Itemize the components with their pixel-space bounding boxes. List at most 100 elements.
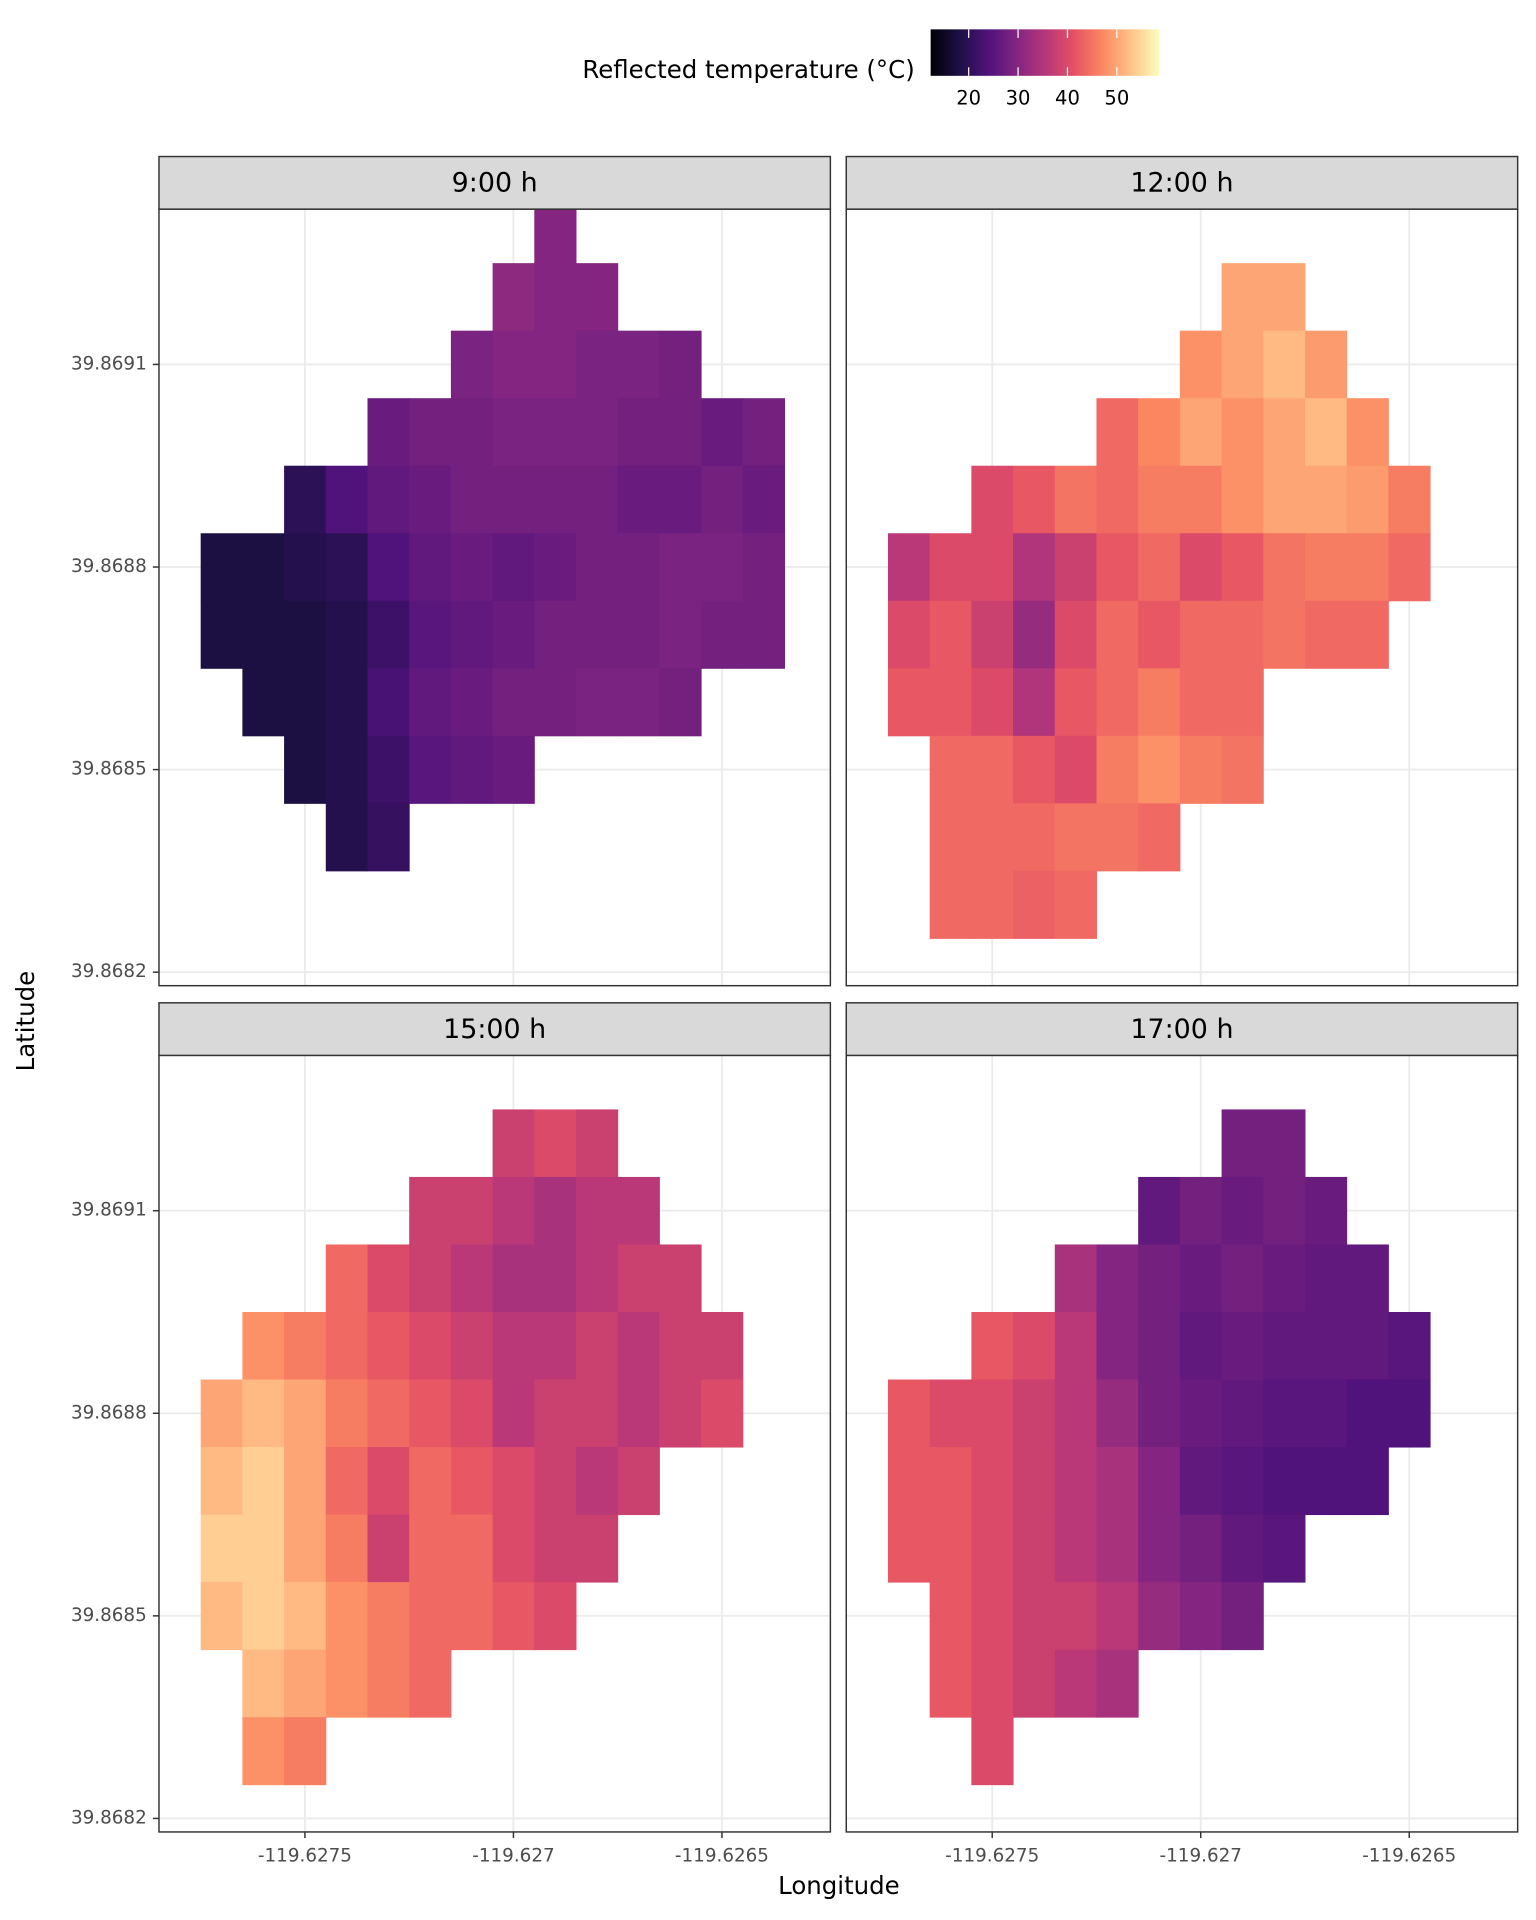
cell [325, 1244, 368, 1313]
cell [575, 1311, 619, 1381]
cell [887, 1514, 931, 1583]
cell [1346, 465, 1389, 534]
cell [284, 465, 327, 534]
cell [887, 600, 931, 669]
cell [534, 209, 577, 264]
cell [1304, 533, 1348, 602]
cell [450, 1447, 494, 1516]
cell [1304, 1176, 1348, 1245]
cell [409, 1176, 452, 1245]
cell [742, 398, 785, 467]
cell [1304, 600, 1348, 669]
cell [1096, 803, 1139, 872]
cell [1013, 533, 1056, 602]
cell [1096, 1582, 1139, 1651]
x-tick-label: -119.627 [472, 1845, 554, 1866]
colorbar-tick-label: 30 [1006, 87, 1031, 110]
cell [575, 263, 619, 332]
cell [1096, 465, 1139, 534]
cell [534, 1109, 577, 1178]
cell [575, 330, 619, 399]
cell [1054, 1311, 1097, 1381]
cell [1221, 330, 1264, 399]
cell [701, 465, 744, 534]
cell [367, 1649, 410, 1718]
cell [325, 668, 368, 737]
cell [284, 1311, 327, 1381]
cell [325, 735, 368, 804]
cell [701, 600, 744, 669]
cell [575, 1244, 619, 1313]
cell [534, 1176, 577, 1245]
cell [325, 803, 368, 872]
y-tick-label: 39.8682 [71, 1807, 147, 1828]
cell [325, 600, 368, 669]
cell [534, 330, 577, 399]
cell [971, 668, 1014, 737]
cell [929, 533, 972, 602]
y-tick-label: 39.8685 [71, 1605, 147, 1626]
cell [1013, 1649, 1056, 1718]
cell [1221, 668, 1264, 737]
cell [200, 600, 243, 669]
cell [1013, 1447, 1056, 1516]
cell [575, 398, 619, 467]
cell [1054, 1582, 1097, 1651]
cell [1263, 263, 1306, 332]
cell [617, 1244, 660, 1313]
cell [617, 668, 660, 737]
cell [534, 1514, 577, 1583]
cell [1304, 1311, 1348, 1381]
cell [1179, 1311, 1223, 1381]
cell [929, 668, 972, 737]
cell [534, 1447, 577, 1516]
cell [659, 600, 702, 669]
cell [1054, 1379, 1097, 1448]
cell [971, 600, 1014, 669]
cell [659, 533, 702, 602]
cell [1013, 668, 1056, 737]
cell [971, 1514, 1014, 1583]
cell [1346, 600, 1389, 669]
cell [367, 668, 410, 737]
cell [1138, 1447, 1181, 1516]
cell [971, 533, 1014, 602]
cell [1263, 1514, 1306, 1583]
cell [409, 533, 452, 602]
cell [492, 1109, 535, 1178]
cell [284, 1649, 327, 1718]
cell [742, 600, 785, 669]
cell [492, 1244, 535, 1313]
cell [1179, 1447, 1223, 1516]
cell [242, 668, 285, 737]
cell [1138, 1379, 1181, 1448]
cell [284, 1379, 327, 1448]
cell [929, 870, 972, 939]
cell [534, 263, 577, 332]
cell [659, 330, 702, 399]
cell [284, 735, 327, 804]
colorbar-tick-label: 50 [1104, 87, 1129, 110]
cell [284, 600, 327, 669]
cell [492, 533, 535, 602]
raster [887, 263, 1431, 939]
legend-title: Reflected temperature (°C) [582, 55, 914, 84]
cell [492, 263, 535, 332]
y-axis-label: Latitude [11, 971, 40, 1072]
cell [325, 1514, 368, 1583]
cell [1096, 1379, 1139, 1448]
cell [200, 533, 243, 602]
cell [1054, 1514, 1097, 1583]
cell [1138, 1176, 1181, 1245]
cell [450, 1311, 494, 1381]
cell [1346, 1447, 1389, 1516]
cell [1263, 533, 1306, 602]
cell [1388, 533, 1431, 602]
cell [1054, 1649, 1097, 1718]
cell [1346, 533, 1389, 602]
cell [617, 600, 660, 669]
cell [492, 398, 535, 467]
cell [1221, 1244, 1264, 1313]
cell [367, 735, 410, 804]
cell [971, 803, 1014, 872]
